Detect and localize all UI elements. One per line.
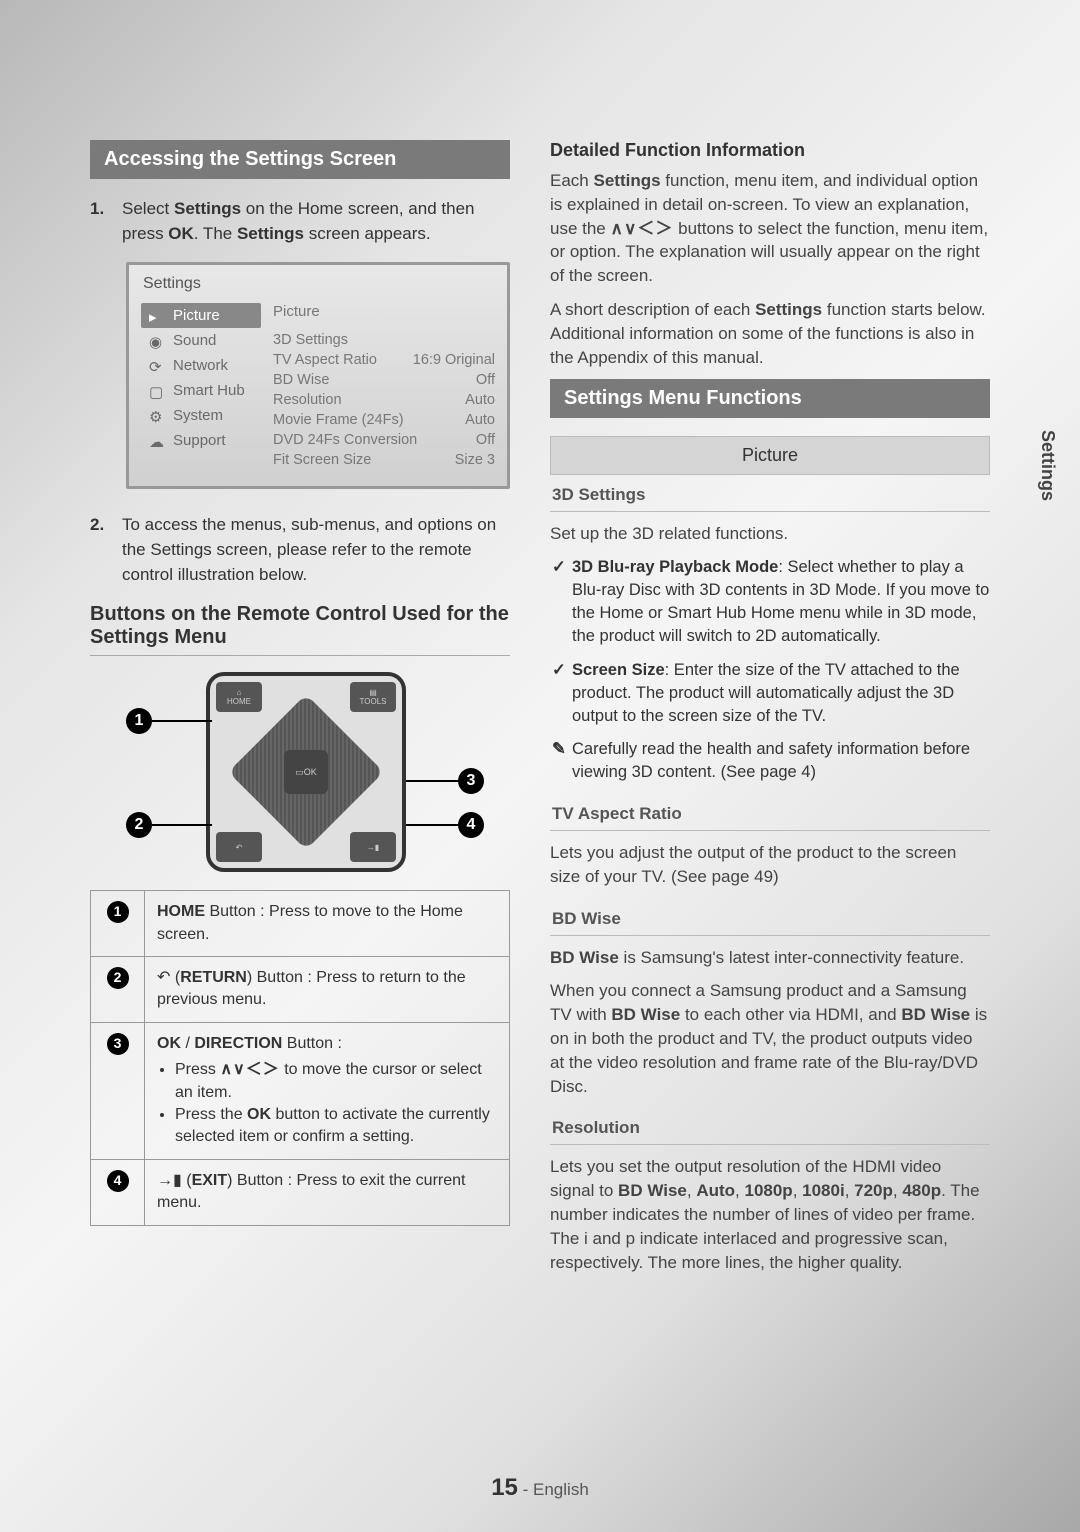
settings-panel-title: Picture bbox=[273, 303, 495, 320]
badge-1: 1 bbox=[107, 901, 129, 923]
step-2-text: To access the menus, sub-menus, and opti… bbox=[122, 513, 510, 587]
row-3-bullet-1: Press ∧∨＜＞ to move the cursor or select … bbox=[175, 1059, 497, 1104]
feature-resolution-title: Resolution bbox=[550, 1108, 990, 1145]
step-1-number: 1. bbox=[90, 197, 108, 246]
row-3-bullet-2: Press the OK button to activate the curr… bbox=[175, 1104, 497, 1149]
badge-3: 3 bbox=[107, 1033, 129, 1055]
callout-1: 1 bbox=[126, 708, 152, 734]
dfi-para-2: A short description of each Settings fun… bbox=[550, 298, 990, 369]
f1-note: Carefully read the health and safety inf… bbox=[550, 738, 990, 784]
sub-header-remote: Buttons on the Remote Control Used for t… bbox=[90, 603, 510, 656]
row-2-desc: ↶ (RETURN) Button : Press to return to t… bbox=[145, 956, 510, 1022]
sidebar-item-sound: ◉Sound bbox=[141, 328, 261, 353]
tools-button-icon: ▤TOOLS bbox=[350, 682, 396, 712]
section-accessing-settings: Accessing the Settings Screen bbox=[90, 140, 510, 179]
row-3-desc: OK / DIRECTION Button : Press ∧∨＜＞ to mo… bbox=[145, 1022, 510, 1159]
step-1-text: Select Settings on the Home screen, and … bbox=[122, 197, 510, 246]
home-button-icon: ⌂HOME bbox=[216, 682, 262, 712]
callout-4: 4 bbox=[458, 812, 484, 838]
f1-item-2: Screen Size: Enter the size of the TV at… bbox=[550, 659, 990, 728]
feature-resolution-para: Lets you set the output resolution of th… bbox=[550, 1155, 990, 1274]
feature-bdwise-p1: BD Wise is Samsung's latest inter-connec… bbox=[550, 946, 990, 970]
side-tab-settings: Settings bbox=[1037, 430, 1058, 501]
settings-box-title: Settings bbox=[129, 265, 507, 303]
sidebar-item-picture: ▸Picture bbox=[141, 303, 261, 328]
sidebar-item-network: ⟳Network bbox=[141, 353, 261, 378]
row-1-desc: HOME Button : Press to move to the Home … bbox=[145, 891, 510, 957]
badge-2: 2 bbox=[107, 967, 129, 989]
f1-item-1: 3D Blu-ray Playback Mode: Select whether… bbox=[550, 556, 990, 648]
feature-3d-lead: Set up the 3D related functions. bbox=[550, 522, 990, 546]
feature-3d-settings-title: 3D Settings bbox=[550, 475, 990, 512]
feature-tv-aspect-para: Lets you adjust the output of the produc… bbox=[550, 841, 990, 889]
category-picture: Picture bbox=[550, 436, 990, 475]
callout-2: 2 bbox=[126, 812, 152, 838]
feature-bdwise-p2: When you connect a Samsung product and a… bbox=[550, 979, 990, 1098]
sidebar-item-system: ⚙System bbox=[141, 403, 261, 428]
ok-button-icon: ▭OK bbox=[284, 750, 328, 794]
remote-diagram: ⌂HOME ▤TOOLS ↶ →▮ ▭OK 1 2 3 4 bbox=[126, 672, 466, 872]
remote-button-table: 1 HOME Button : Press to move to the Hom… bbox=[90, 890, 510, 1225]
return-button-icon: ↶ bbox=[216, 832, 262, 862]
feature-tv-aspect-title: TV Aspect Ratio bbox=[550, 794, 990, 831]
dfi-para-1: Each Settings function, menu item, and i… bbox=[550, 169, 990, 288]
step-2-number: 2. bbox=[90, 513, 108, 587]
row-4-desc: →▮ (EXIT) Button : Press to exit the cur… bbox=[145, 1159, 510, 1225]
exit-button-icon: →▮ bbox=[350, 832, 396, 862]
badge-4: 4 bbox=[107, 1170, 129, 1192]
dfi-title: Detailed Function Information bbox=[550, 140, 990, 161]
settings-sidebar: ▸Picture ◉Sound ⟳Network ▢Smart Hub ⚙Sys… bbox=[141, 303, 261, 470]
callout-3: 3 bbox=[458, 768, 484, 794]
feature-bdwise-title: BD Wise bbox=[550, 899, 990, 936]
page-footer: 15 - English bbox=[0, 1474, 1080, 1502]
sidebar-item-smarthub: ▢Smart Hub bbox=[141, 378, 261, 403]
settings-main-panel: Picture 3D Settings TV Aspect Ratio16:9 … bbox=[273, 303, 495, 470]
sidebar-item-support: ☁Support bbox=[141, 428, 261, 453]
section-settings-menu-functions: Settings Menu Functions bbox=[550, 379, 990, 418]
settings-screenshot: Settings ▸Picture ◉Sound ⟳Network ▢Smart… bbox=[126, 262, 510, 489]
